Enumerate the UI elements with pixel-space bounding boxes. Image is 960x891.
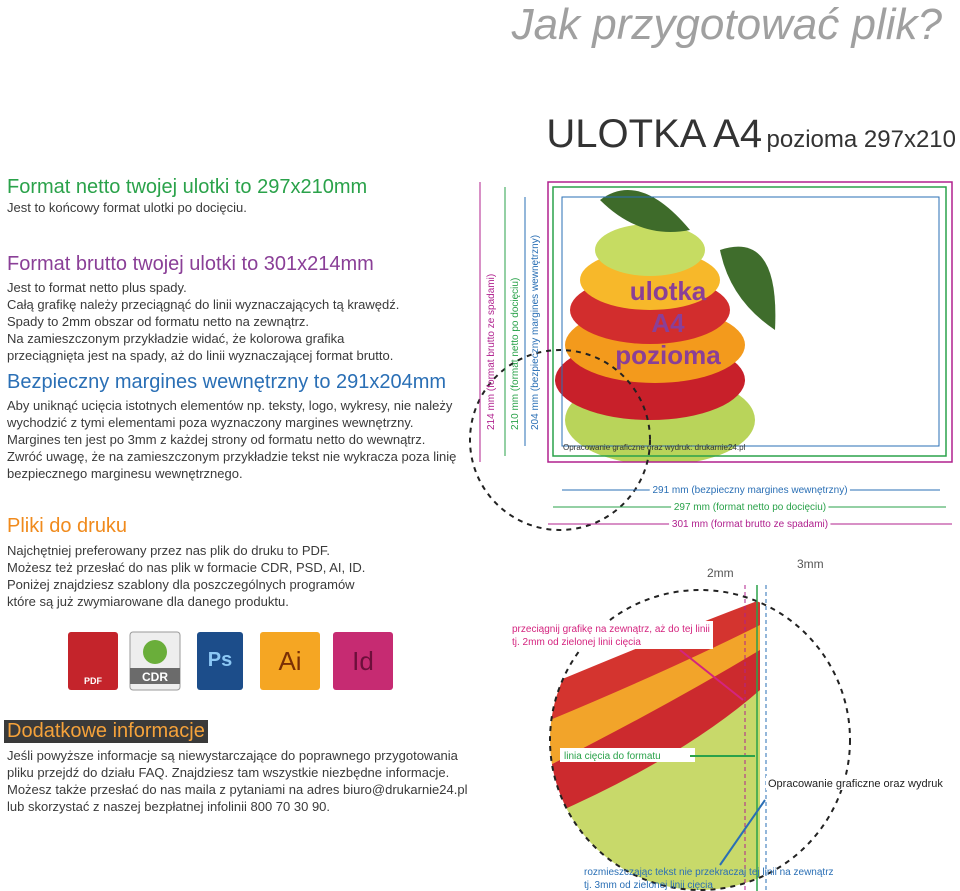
variant: pozioma 297x210 <box>766 126 956 153</box>
note: tj. 2mm od zielonej linii cięcia <box>512 637 641 648</box>
horizontal-label: 297 mm (format netto po docięciu) <box>674 502 826 513</box>
icon-label: Ps <box>208 649 232 671</box>
vertical-label: 214 mm (format brutto ze spadami) <box>486 274 497 430</box>
text-line: Jest to końcowy format ulotki po docięci… <box>7 200 247 215</box>
vertical-label: 204 mm (bezpieczny margines wewnętrzny) <box>530 235 541 430</box>
text-line: Margines ten jest po 3mm z każdej strony… <box>7 432 426 447</box>
text-line: Zwróć uwagę, że na zamieszczonym przykła… <box>7 449 457 464</box>
text-line: wychodzić z tymi elementami poza wyznacz… <box>7 415 414 430</box>
section: Format netto twojej ulotki to 297x210mm … <box>7 176 367 216</box>
file-icons: PDF CDR Ps Ai Id <box>68 631 393 691</box>
section-title: Dodatkowe informacje <box>4 720 208 743</box>
vertical-label: 210 mm (format netto po docięciu) <box>510 278 521 430</box>
horizontal-label: 291 mm (bezpieczny margines wewnętrzny) <box>652 485 847 496</box>
text-line: pliku przejdź do działu FAQ. Znajdziesz … <box>7 765 450 780</box>
text-line: Możesz też przesłać do nas plik w formac… <box>7 560 366 575</box>
gap-label: 2mm <box>707 566 734 580</box>
horizontal-label: 301 mm (format brutto ze spadami) <box>672 519 828 530</box>
icon-label: Ai <box>278 646 301 676</box>
section: Dodatkowe informacje Jeśli powyższe info… <box>4 720 467 815</box>
text-line: Możesz także przesłać do nas maila z pyt… <box>7 782 468 797</box>
text-line: które są już zwymiarowane dla danego pro… <box>7 594 289 609</box>
text-line: Poniżej znajdziesz szablony dla poszczeg… <box>7 577 355 592</box>
note: tj. 3mm od zielonej linii cięcia <box>584 880 713 891</box>
text-line: Najchętniej preferowany przez nas plik d… <box>7 543 330 558</box>
text-line: Spady to 2mm obszar od formatu netto na … <box>7 314 310 329</box>
credit: Opracowanie graficzne oraz wydruk: druka… <box>563 443 746 452</box>
zoom-credit: Opracowanie graficzne oraz wydruk <box>768 778 943 790</box>
icon-label: CDR <box>142 670 168 684</box>
section-title: Format netto twojej ulotki to 297x210mm <box>7 176 368 198</box>
section-title: Pliki do druku <box>7 515 128 537</box>
icon-label: Id <box>352 646 374 676</box>
section-title: Format brutto twojej ulotki to 301x214mm <box>7 253 374 275</box>
section: Bezpieczny margines wewnętrzny to 291x20… <box>7 371 456 482</box>
product-heading: ULOTKA A4 pozioma 297x210 <box>546 112 956 157</box>
section-title: Bezpieczny margines wewnętrzny to 291x20… <box>7 371 447 393</box>
text-line: Aby uniknąć ucięcia istotnych elementów … <box>7 398 453 413</box>
flyer-label: ulotka <box>630 276 707 306</box>
gap-label: 3mm <box>797 557 824 571</box>
note: linia cięcia do formatu <box>564 751 661 762</box>
flyer-label: A4 <box>651 308 685 338</box>
text-line: Całą grafikę należy przeciągnąć do linii… <box>7 297 400 312</box>
product: ULOTKA A4 <box>546 112 763 156</box>
icon-label: PDF <box>84 676 103 686</box>
text-line: bezpiecznego marginesu wewnętrznego. <box>7 466 243 481</box>
text-line: Na zamieszczonym przykładzie widać, że k… <box>7 331 345 346</box>
note: przeciągnij grafikę na zewnątrz, aż do t… <box>512 624 710 635</box>
note: rozmieszczając tekst nie przekraczaj tej… <box>584 867 834 878</box>
section: Format brutto twojej ulotki to 301x214mm… <box>7 253 399 364</box>
text-line: przeciągnięta jest na spady, aż do linii… <box>7 348 394 363</box>
text-line: Jest to format netto plus spady. <box>7 280 187 295</box>
page-title: Jak przygotować plik? <box>511 0 942 49</box>
text-line: lub skorzystać z naszej bezpłatnej infol… <box>7 799 331 814</box>
fruit-image <box>555 190 776 462</box>
section: Pliki do druku Najchętniej preferowany p… <box>7 515 365 610</box>
flyer-label: pozioma <box>615 340 721 370</box>
text-line: Jeśli powyższe informacje są niewystarcz… <box>7 748 458 763</box>
